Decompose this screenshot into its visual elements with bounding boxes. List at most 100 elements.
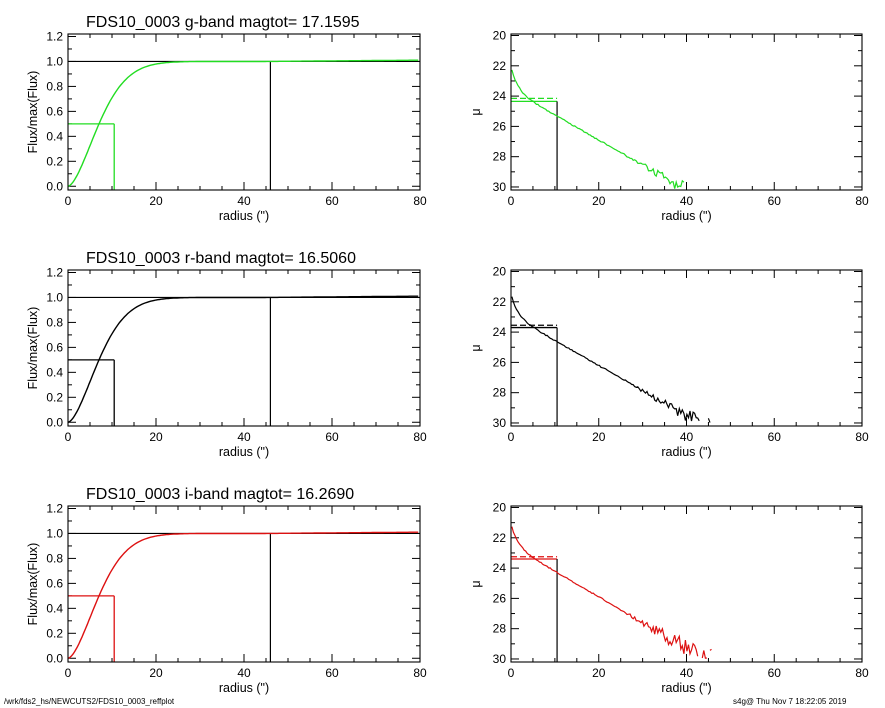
x-tick-label: 60 <box>768 194 782 208</box>
sb-profile-curve <box>512 70 687 189</box>
x-tick-label: 40 <box>237 194 251 208</box>
x-tick-label: 20 <box>592 430 606 444</box>
y-tick-label: 22 <box>493 59 507 73</box>
x-tick-label: 40 <box>680 430 694 444</box>
plot-frame <box>67 269 421 427</box>
y-tick-label: 0.6 <box>46 576 63 590</box>
x-tick-label: 80 <box>855 430 869 444</box>
panel-r-sb-profile: 0 20 40 60 80 20 22 24 26 28 30 radius (") μ <box>469 265 869 459</box>
x-tick-label: 40 <box>680 194 694 208</box>
x-tick-label: 20 <box>592 194 606 208</box>
sb-profile-curve <box>512 297 719 423</box>
y-tick-label: 20 <box>493 265 507 279</box>
plot-area <box>68 531 420 662</box>
x-tick-label: 60 <box>325 430 339 444</box>
x-tick-label: 60 <box>768 666 782 680</box>
y-tick-label: 0.8 <box>46 315 63 329</box>
y-tick-label: 0.0 <box>46 415 63 429</box>
x-tick-label: 40 <box>680 666 694 680</box>
panel-g-sb-profile: 0 20 40 60 80 20 22 24 26 28 30 radius (") μ <box>469 29 869 223</box>
y-axis-label: Flux/max(Flux) <box>26 307 40 390</box>
y-tick-label: 22 <box>493 531 507 545</box>
plot-area <box>68 59 420 190</box>
x-tick-label: 80 <box>413 194 427 208</box>
x-axis-label: radius (") <box>219 209 269 223</box>
y-tick-label: 20 <box>493 29 507 43</box>
y-tick-label: 0.4 <box>46 601 63 615</box>
y-tick-label: 1.0 <box>46 526 63 540</box>
panel-title: FDS10_0003 i-band magtot= 16.2690 <box>86 486 354 503</box>
growth-curve <box>68 531 419 659</box>
y-tick-label: 28 <box>493 622 507 636</box>
x-tick-label: 80 <box>413 430 427 444</box>
y-tick-label: 22 <box>493 295 507 309</box>
growth-curve <box>68 59 419 187</box>
y-tick-label: 1.2 <box>46 265 63 279</box>
y-tick-label: 1.0 <box>46 290 63 304</box>
panel-i-sb-profile: 0 20 40 60 80 20 22 24 26 28 30 radius (") μ <box>469 501 869 695</box>
x-tick-label: 60 <box>325 666 339 680</box>
y-axis-label: μ <box>469 580 483 587</box>
x-tick-label: 20 <box>149 430 163 444</box>
y-tick-label: 0.0 <box>46 179 63 193</box>
y-tick-label: 24 <box>493 89 507 103</box>
x-tick-label: 60 <box>768 430 782 444</box>
panel-title: FDS10_0003 g-band magtot= 17.1595 <box>86 14 360 31</box>
y-axis-label: Flux/max(Flux) <box>26 543 40 626</box>
plot-frame <box>510 33 863 191</box>
x-tick-label: 0 <box>65 194 72 208</box>
y-tick-label: 1.2 <box>46 29 63 43</box>
x-tick-label: 0 <box>65 430 72 444</box>
x-tick-label: 0 <box>65 666 72 680</box>
y-tick-label: 1.0 <box>46 54 63 68</box>
y-tick-label: 20 <box>493 501 507 515</box>
y-tick-label: 30 <box>493 416 507 430</box>
panel-r-growth-curve: 0 20 40 60 80 0.0 0.2 0.4 0.6 0.8 1.0 1.2 radius (")… <box>26 250 427 459</box>
panel-i-growth-curve: 0 20 40 60 80 0.0 0.2 0.4 0.6 0.8 1.0 1.2 radius (")… <box>26 486 427 695</box>
x-axis-label: radius (") <box>661 681 711 695</box>
y-tick-label: 26 <box>493 119 507 133</box>
panel-g-growth-curve: 0 20 40 60 80 0.0 0.2 0.4 0.6 0.8 1.0 1.2 radius (")… <box>26 14 427 223</box>
y-tick-label: 1.2 <box>46 501 63 515</box>
x-tick-label: 60 <box>325 194 339 208</box>
y-axis-label: μ <box>469 344 483 351</box>
x-tick-label: 80 <box>855 666 869 680</box>
y-tick-label: 0.6 <box>46 340 63 354</box>
y-tick-label: 30 <box>493 652 507 666</box>
x-tick-label: 40 <box>237 666 251 680</box>
y-tick-label: 26 <box>493 355 507 369</box>
y-tick-label: 28 <box>493 150 507 164</box>
x-tick-label: 80 <box>855 194 869 208</box>
y-tick-label: 0.2 <box>46 154 63 168</box>
footer-path: /wrk/fds2_hs/NEWCUTS2/FDS10_0003_reffplo… <box>4 697 175 706</box>
plot-area <box>511 297 719 426</box>
y-axis-label: Flux/max(Flux) <box>26 71 40 154</box>
plot-frame <box>510 269 863 427</box>
x-axis-label: radius (") <box>661 209 711 223</box>
y-axis-label: μ <box>469 108 483 115</box>
y-tick-label: 28 <box>493 386 507 400</box>
x-tick-label: 0 <box>508 666 515 680</box>
plot-frame <box>510 505 863 663</box>
plot-area <box>511 70 687 190</box>
y-tick-label: 0.4 <box>46 365 63 379</box>
growth-curve <box>68 295 419 423</box>
y-tick-label: 24 <box>493 561 507 575</box>
y-tick-label: 0.8 <box>46 79 63 93</box>
y-tick-label: 24 <box>493 325 507 339</box>
x-tick-label: 40 <box>237 430 251 444</box>
x-tick-label: 0 <box>508 430 515 444</box>
x-tick-label: 0 <box>508 194 515 208</box>
footer-stamp: s4g@ Thu Nov 7 18:22:05 2019 <box>733 697 847 706</box>
panel-title: FDS10_0003 r-band magtot= 16.5060 <box>86 250 356 267</box>
y-tick-label: 0.2 <box>46 390 63 404</box>
y-tick-label: 0.6 <box>46 104 63 118</box>
plot-frame <box>67 505 421 663</box>
plot-area <box>68 295 420 426</box>
plot-area <box>511 527 744 662</box>
y-tick-label: 26 <box>493 591 507 605</box>
x-tick-label: 20 <box>149 666 163 680</box>
y-tick-label: 0.2 <box>46 626 63 640</box>
x-axis-label: radius (") <box>219 681 269 695</box>
